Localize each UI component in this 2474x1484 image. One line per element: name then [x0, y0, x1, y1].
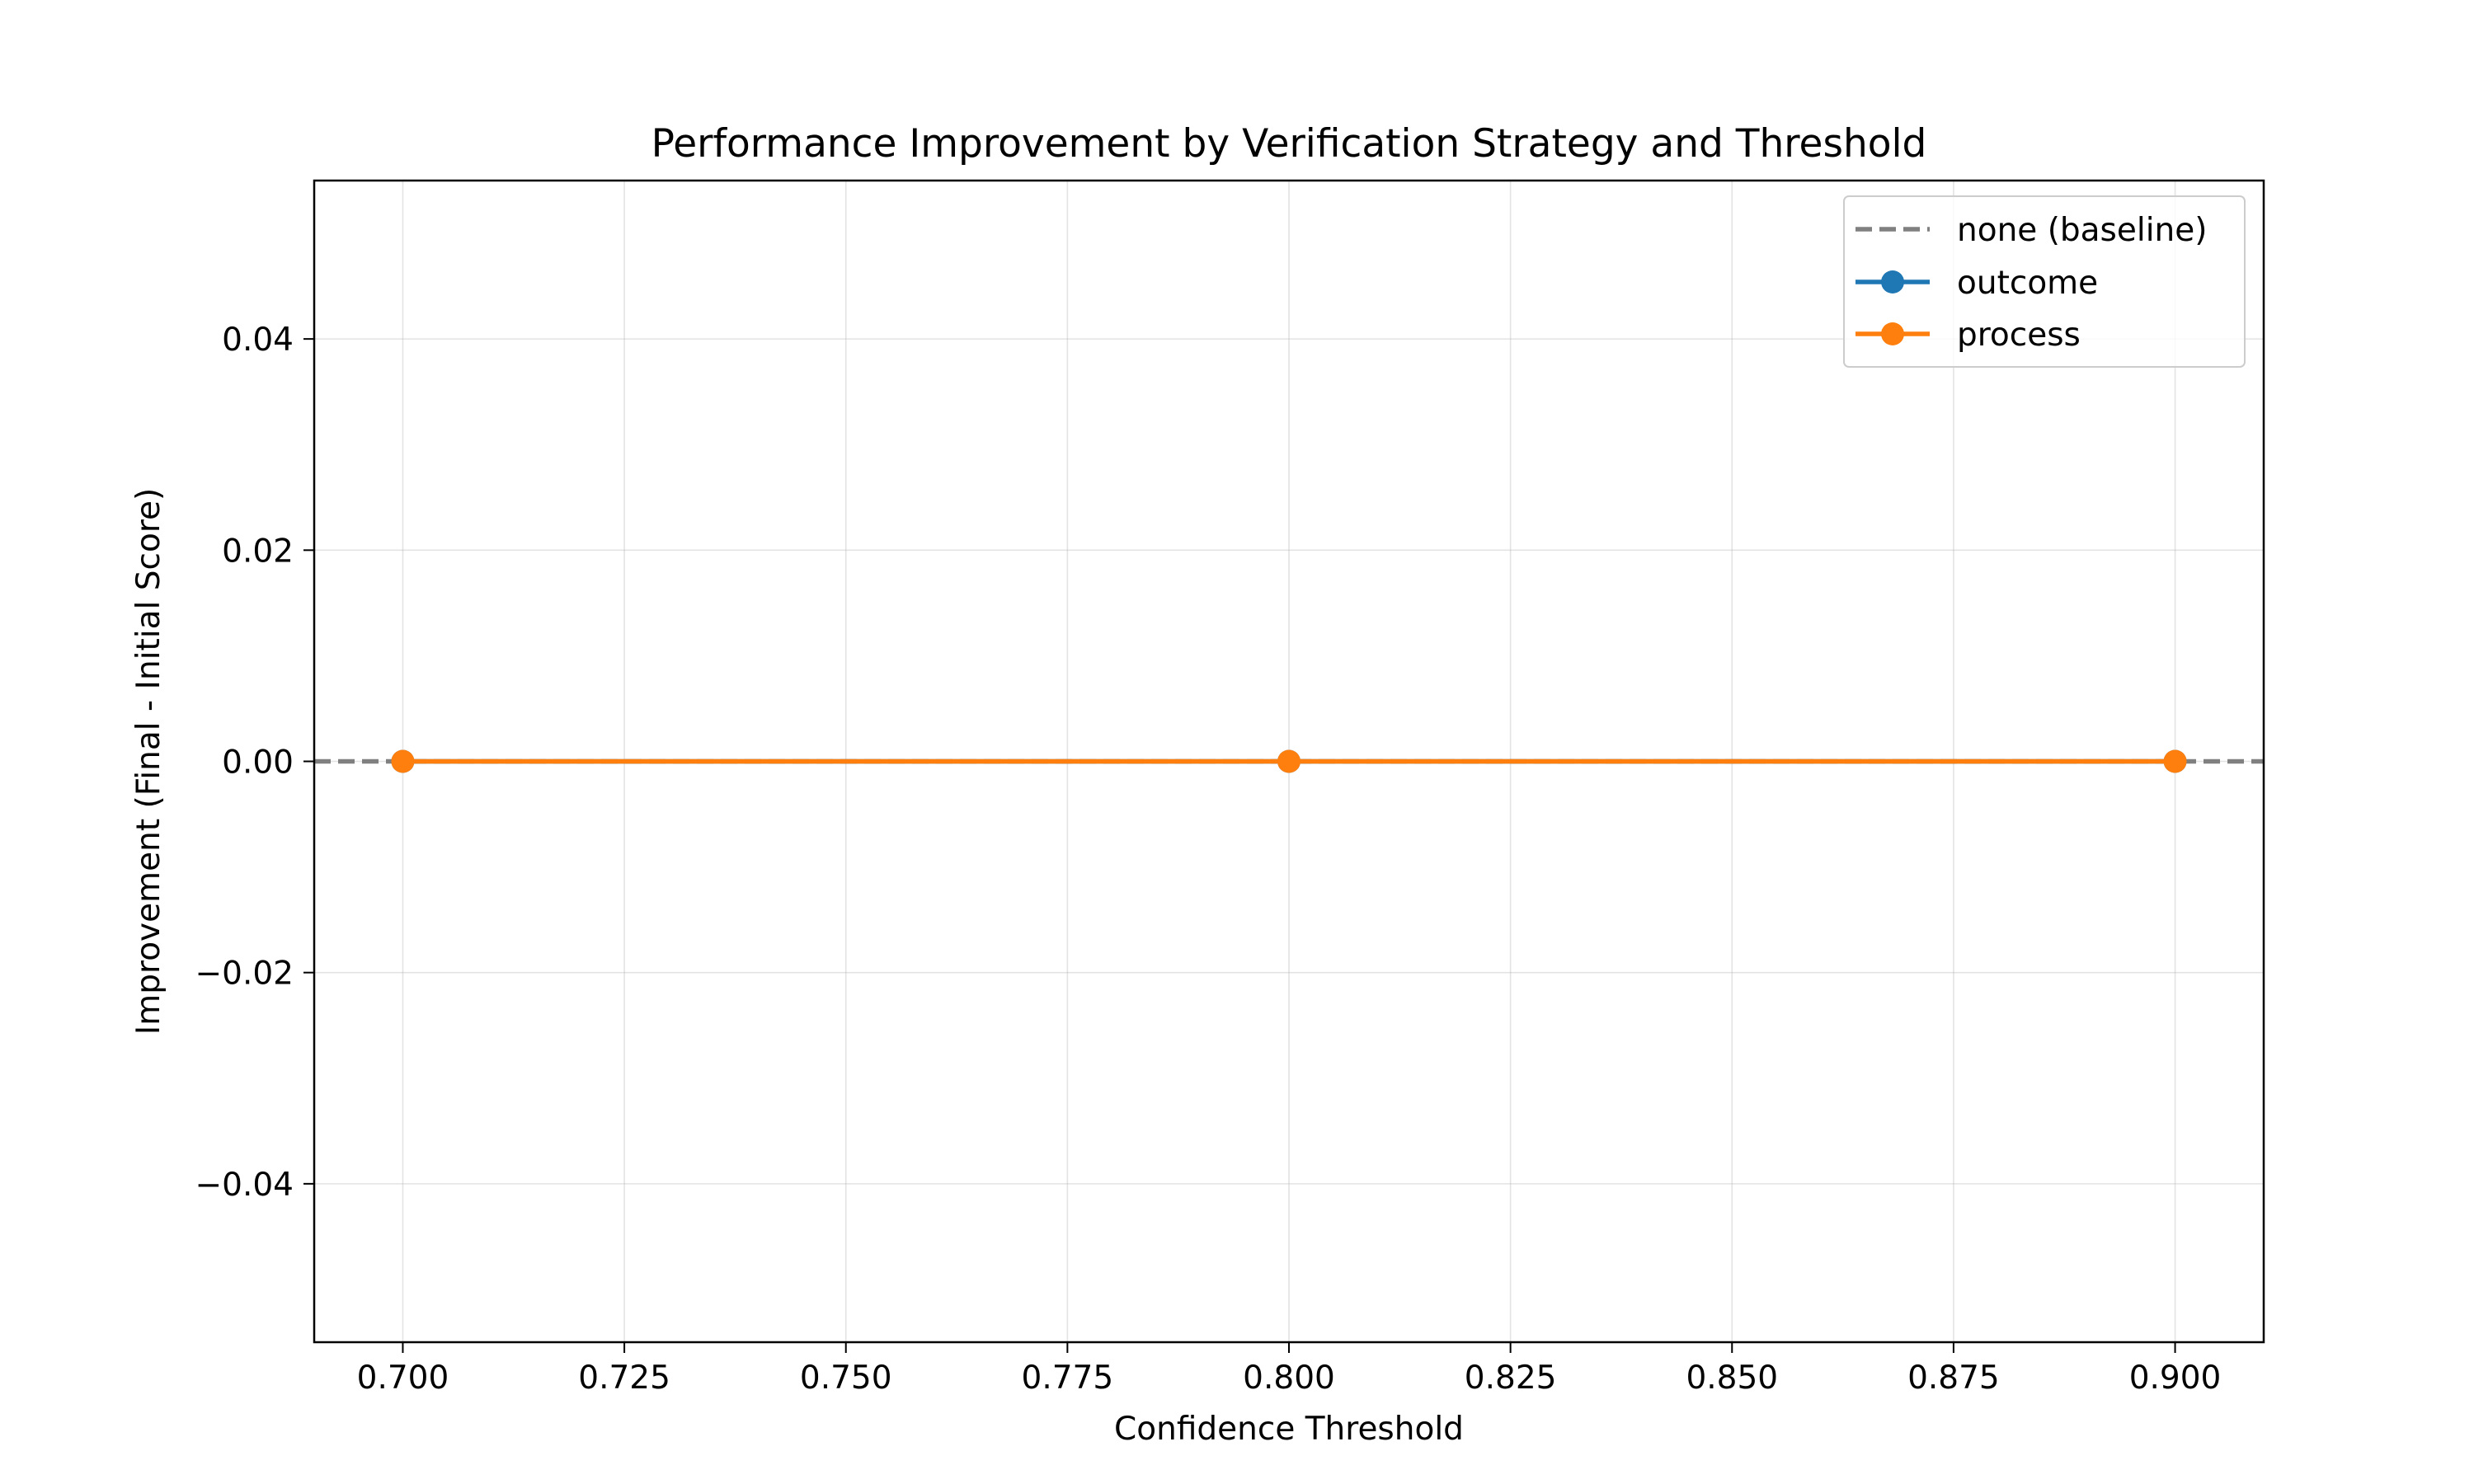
- legend-box: [1843, 195, 2246, 368]
- legend-label-process: process: [1957, 317, 2081, 354]
- x-axis-ticks: 0.700 0.725 0.750 0.775 0.800 0.825 0.850 0.875…: [357, 1342, 2222, 1397]
- x-tick-label: 0.825: [1465, 1360, 1557, 1397]
- y-tick-label: −0.04: [195, 1167, 294, 1204]
- data-point-process: [1277, 749, 1300, 773]
- y-tick-label: 0.04: [222, 322, 294, 359]
- data-point-process: [2163, 749, 2187, 773]
- x-tick-label: 0.875: [1907, 1360, 2000, 1397]
- legend-label-baseline: none (baseline): [1957, 212, 2207, 249]
- x-tick-label: 0.750: [800, 1360, 892, 1397]
- x-tick-label: 0.850: [1686, 1360, 1778, 1397]
- x-tick-label: 0.900: [2129, 1360, 2222, 1397]
- data-point-process: [391, 749, 415, 773]
- legend-marker-process: [1881, 322, 1904, 345]
- legend: none (baseline) outcome process: [1843, 195, 2246, 368]
- x-tick-label: 0.800: [1243, 1360, 1335, 1397]
- y-tick-label: −0.02: [195, 956, 294, 993]
- legend-marker-outcome: [1881, 270, 1904, 294]
- x-tick-label: 0.725: [578, 1360, 670, 1397]
- x-tick-label: 0.700: [357, 1360, 449, 1397]
- y-tick-label: 0.02: [222, 533, 294, 570]
- y-axis-label: Improvement (Final - Initial Score): [130, 488, 167, 1035]
- series-layer: [391, 749, 2187, 773]
- y-axis-ticks: −0.04 −0.02 0.00 0.02 0.04: [195, 322, 314, 1204]
- x-axis-label: Confidence Threshold: [1114, 1411, 1464, 1448]
- x-tick-label: 0.775: [1022, 1360, 1114, 1397]
- y-tick-label: 0.00: [222, 744, 294, 782]
- chart-title: Performance Improvement by Verification …: [651, 121, 1927, 167]
- legend-label-outcome: outcome: [1957, 265, 2098, 302]
